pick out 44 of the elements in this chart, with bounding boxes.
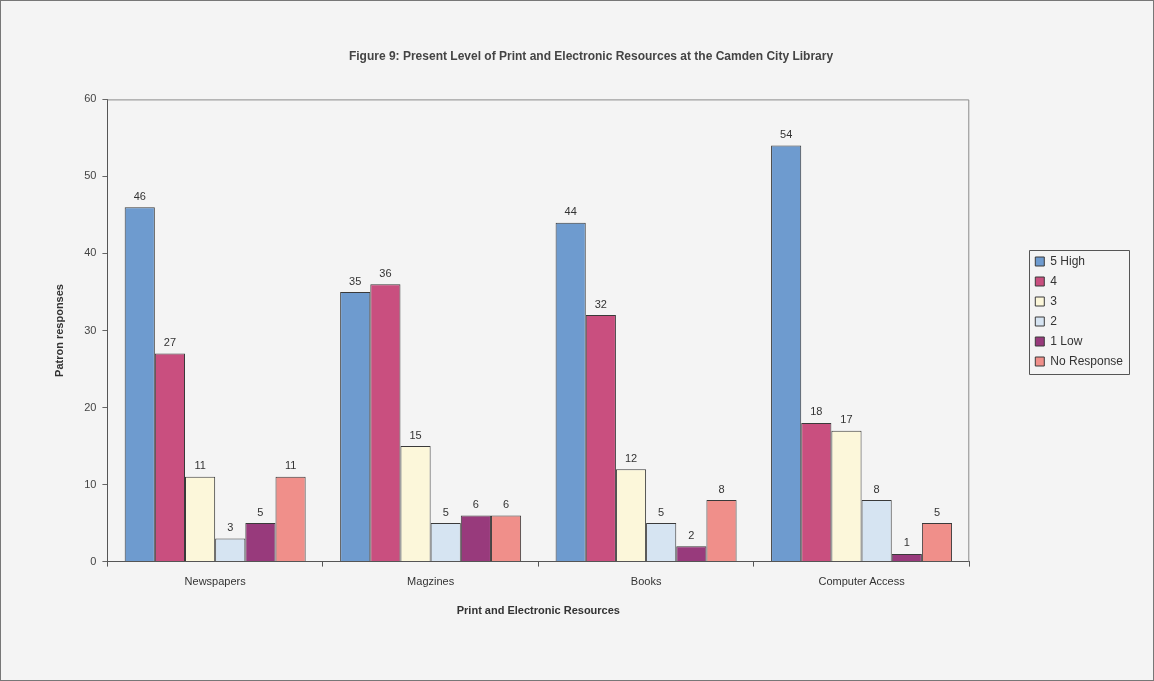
data-label: 5: [442, 505, 449, 518]
data-label: 27: [163, 336, 177, 349]
data-label: 5: [933, 505, 941, 518]
data-label: 54: [780, 128, 793, 141]
x-tick-label: Computer Access: [818, 575, 906, 588]
y-tick-label: 60: [84, 92, 97, 105]
y-tick-label: 20: [84, 400, 97, 413]
data-label: 32: [594, 297, 607, 310]
data-label: 17: [840, 413, 853, 426]
data-label: 35: [349, 274, 362, 287]
legend-label: 4: [1050, 273, 1058, 288]
y-tick-label: 50: [84, 169, 97, 182]
data-label: 2: [688, 528, 695, 541]
x-tick-label: Magzines: [407, 575, 455, 588]
data-label: 46: [133, 189, 146, 202]
data-label: 8: [718, 482, 725, 495]
y-tick-label: 40: [84, 246, 97, 259]
y-tick-label: 30: [84, 323, 97, 336]
x-tick-label: Books: [630, 575, 662, 588]
data-label: 11: [284, 459, 297, 472]
y-tick-label: 10: [84, 477, 97, 490]
data-label: 5: [257, 505, 264, 518]
legend-label: 3: [1050, 293, 1058, 308]
legend-label: 1 Low: [1050, 333, 1083, 348]
data-label: 1: [903, 536, 910, 549]
legend-label: 2: [1050, 313, 1058, 328]
y-axis-title: Patron responses: [52, 284, 65, 377]
data-label: 6: [502, 497, 510, 510]
x-tick-label: Newspapers: [184, 575, 247, 588]
x-axis-title: Print and Electronic Resources: [456, 604, 620, 617]
data-label: 18: [810, 405, 823, 418]
chart-title: Figure 9: Present Level of Print and Electronic Resources at the Camden City Library: [348, 48, 834, 63]
legend-label: No Response: [1050, 353, 1124, 368]
data-label: 44: [564, 205, 577, 218]
y-tick-label: 0: [90, 554, 97, 567]
data-label: 5: [658, 505, 665, 518]
data-label: 11: [194, 459, 206, 472]
data-label: 15: [409, 428, 422, 441]
data-label: 8: [873, 482, 880, 495]
data-label: 36: [379, 266, 392, 279]
data-label: 6: [472, 497, 479, 510]
legend-label: 5 High: [1050, 253, 1085, 268]
data-label: 12: [624, 451, 638, 464]
data-label: 3: [227, 521, 234, 534]
